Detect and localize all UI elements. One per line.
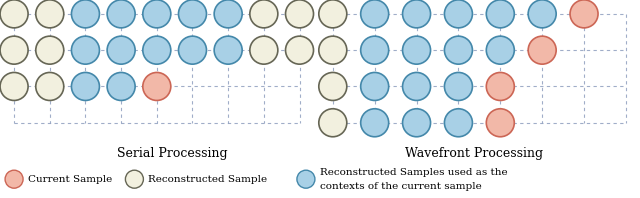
Circle shape xyxy=(107,0,135,28)
Circle shape xyxy=(486,109,515,137)
Circle shape xyxy=(319,109,347,137)
Circle shape xyxy=(0,36,28,64)
Circle shape xyxy=(403,36,431,64)
Circle shape xyxy=(107,36,135,64)
Circle shape xyxy=(486,72,515,100)
Circle shape xyxy=(0,72,28,100)
Circle shape xyxy=(528,36,556,64)
Circle shape xyxy=(444,109,472,137)
Circle shape xyxy=(285,36,314,64)
Circle shape xyxy=(403,72,431,100)
Text: Reconstructed Sample: Reconstructed Sample xyxy=(148,175,268,184)
Text: Wavefront Processing: Wavefront Processing xyxy=(404,147,543,160)
Circle shape xyxy=(361,72,388,100)
Circle shape xyxy=(72,72,99,100)
Circle shape xyxy=(319,0,347,28)
Text: Serial Processing: Serial Processing xyxy=(118,147,228,160)
Text: Reconstructed Samples used as the: Reconstructed Samples used as the xyxy=(320,168,508,177)
Text: contexts of the current sample: contexts of the current sample xyxy=(320,182,482,191)
Circle shape xyxy=(403,0,431,28)
Circle shape xyxy=(36,36,64,64)
Circle shape xyxy=(143,72,171,100)
Circle shape xyxy=(214,36,242,64)
Circle shape xyxy=(125,170,143,188)
Text: Current Sample: Current Sample xyxy=(28,175,113,184)
Circle shape xyxy=(107,72,135,100)
Circle shape xyxy=(179,0,207,28)
Circle shape xyxy=(297,170,315,188)
Circle shape xyxy=(0,0,28,28)
Circle shape xyxy=(5,170,23,188)
Circle shape xyxy=(444,36,472,64)
Circle shape xyxy=(250,0,278,28)
Circle shape xyxy=(486,36,515,64)
Circle shape xyxy=(361,0,388,28)
Circle shape xyxy=(285,0,314,28)
Circle shape xyxy=(403,109,431,137)
Circle shape xyxy=(36,0,64,28)
Circle shape xyxy=(179,36,207,64)
Circle shape xyxy=(486,0,515,28)
Circle shape xyxy=(36,72,64,100)
Circle shape xyxy=(361,109,388,137)
Circle shape xyxy=(570,0,598,28)
Circle shape xyxy=(528,0,556,28)
Circle shape xyxy=(143,0,171,28)
Circle shape xyxy=(214,0,242,28)
Circle shape xyxy=(319,36,347,64)
Circle shape xyxy=(143,36,171,64)
Circle shape xyxy=(250,36,278,64)
Circle shape xyxy=(444,0,472,28)
Circle shape xyxy=(361,36,388,64)
Circle shape xyxy=(72,0,99,28)
Circle shape xyxy=(72,36,99,64)
Circle shape xyxy=(319,72,347,100)
Circle shape xyxy=(444,72,472,100)
